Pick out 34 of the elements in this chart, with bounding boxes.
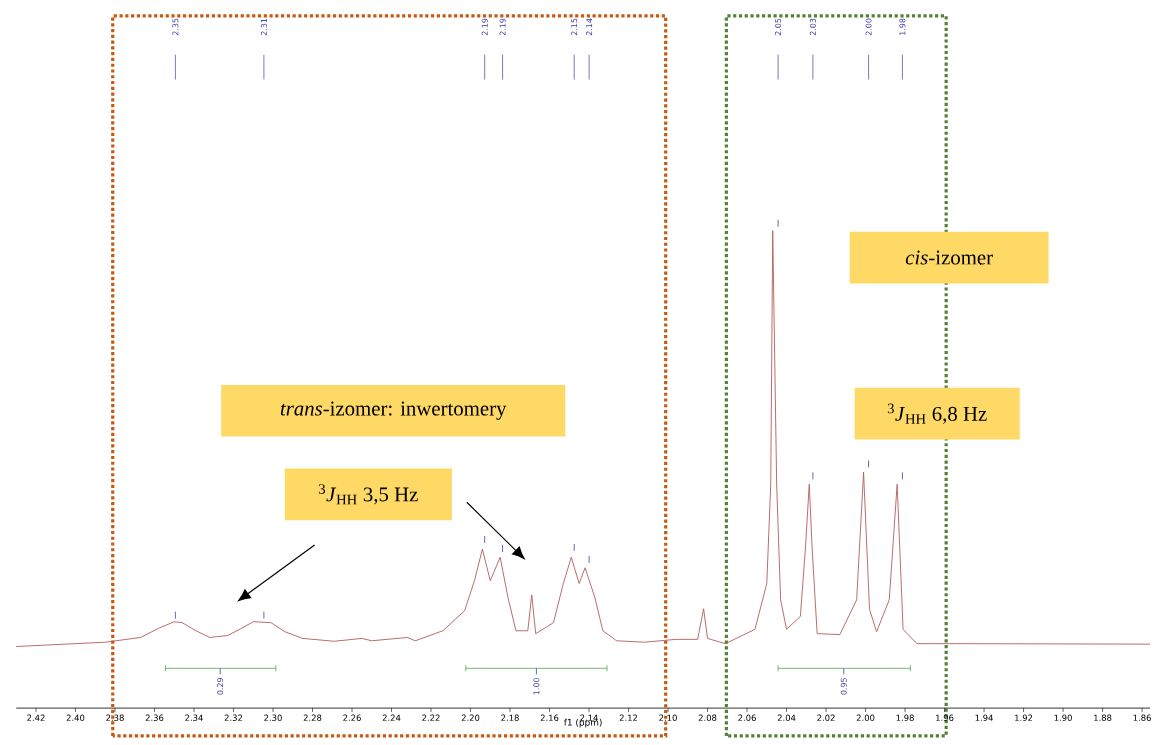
x-tick-label: 2.02	[817, 714, 835, 722]
annotation: $^{3}$J$_{HH}$ 3,5 Hz	[319, 484, 418, 505]
x-tick-label: 2.36	[145, 714, 164, 722]
x-tick-label: 2.18	[501, 714, 519, 722]
x-tick-label: 1.94	[975, 714, 993, 722]
x-tick-label: 2.38	[106, 714, 124, 722]
x-tick-label: 1.86	[1133, 714, 1151, 722]
x-tick-label: 2.04	[777, 714, 796, 722]
x-tick-label: 2.22	[422, 714, 440, 721]
x-tick-label: 2.08	[698, 714, 717, 722]
annotation: cis-izomer	[905, 250, 993, 265]
x-tick-label: 2.30	[264, 714, 282, 722]
x-tick-label: 1.96	[936, 714, 954, 722]
x-tick-label: 2.14	[580, 714, 598, 721]
annotation: trans-izomer: inwertomery	[280, 401, 507, 420]
x-tick-label: 2.24	[382, 714, 401, 721]
x-tick-label: 1.98	[896, 714, 914, 722]
x-tick-label: 2.16	[540, 714, 559, 722]
x-tick-label: 2.32	[224, 714, 243, 722]
x-tick-label: 2.40	[66, 714, 85, 722]
x-tick-label: 2.00	[856, 714, 875, 722]
annotation: $^{3}$J$_{HH}$ 6,8 Hz	[887, 403, 987, 424]
x-tick-label: 2.20	[461, 714, 480, 722]
x-tick-label: 2.26	[343, 714, 361, 722]
x-tick-label: 1.88	[1094, 714, 1112, 722]
x-tick-label: 1.92	[1015, 714, 1033, 722]
x-tick-label: 1.90	[1054, 714, 1072, 722]
x-tick-label: 2.12	[619, 714, 638, 721]
x-tick-label: 2.10	[659, 714, 677, 722]
x-tick-label: 2.42	[27, 714, 45, 721]
x-tick-label: 2.34	[185, 714, 203, 722]
x-tick-label: 2.06	[738, 714, 756, 722]
x-axis-title: f1 (ppm)	[564, 718, 602, 728]
x-tick-label: 2.28	[303, 714, 322, 722]
